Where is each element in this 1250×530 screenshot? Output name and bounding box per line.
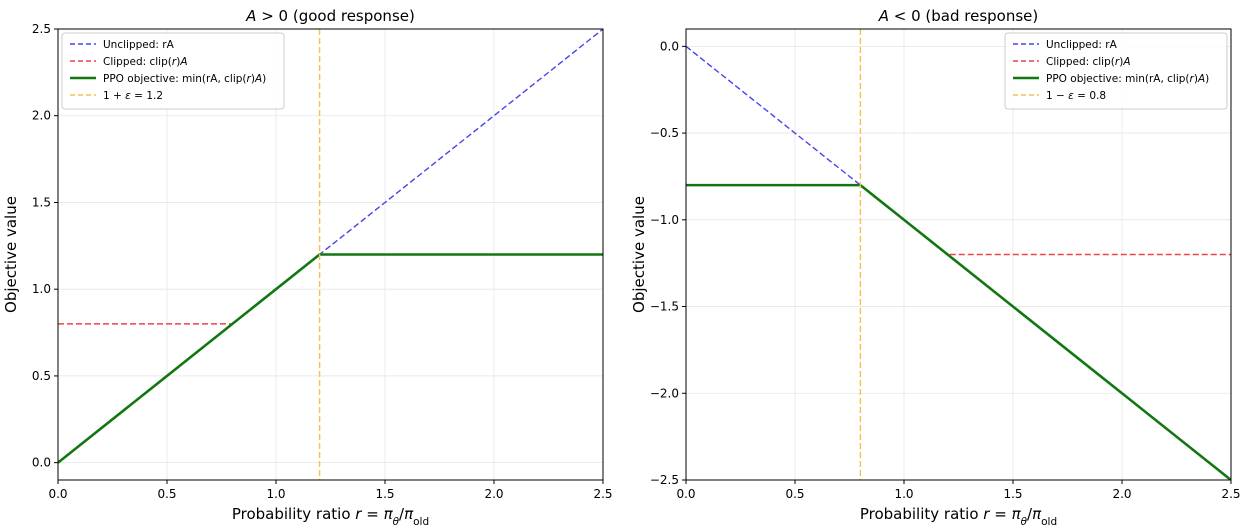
legend-label: Unclipped: rA [103,39,175,51]
y-tick-label: 0.0 [660,39,679,53]
legend-label: PPO objective: min(rA, clip(r)A) [1046,73,1209,85]
x-tick-label: 2.0 [1112,487,1131,501]
chart-panel-2: 0.0 0.5 1.0 1.5 2.0 2.5 0.0 −0.5 −1.0 −1.5 −2.0 −2.… [630,7,1241,528]
y-tick-label: 1.5 [32,195,51,209]
legend-label: Unclipped: rA [1046,39,1118,51]
axes-frame [685,28,1232,481]
y-tick-label: 0.5 [32,369,51,383]
legend-label: 1 − ε = 0.8 [1046,90,1106,102]
y-tick-label: 0.0 [32,456,51,470]
chart-title: A < 0 (bad response) [878,7,1039,25]
x-tick-label: 0.5 [157,487,176,501]
chart-panel-1: 0.0 0.5 1.0 1.5 2.0 2.5 0.0 0.5 1.0 1.5 2.0 2.5 A > … [2,7,613,528]
y-axis-label: Objective value [630,196,648,313]
plot-area [686,29,1231,480]
y-tick-label: −2.0 [650,386,679,400]
legend-label: Clipped: clip(r)A [1046,56,1131,68]
x-tick-label: 1.0 [266,487,285,501]
x-tick-label: 2.5 [1221,487,1240,501]
x-tick-label: 2.5 [593,487,612,501]
chart-title: A > 0 (good response) [245,7,415,25]
series-line-ppo-objective [686,183,1231,480]
y-tick-label: 2.0 [32,109,51,123]
x-tick-label: 0.0 [676,487,695,501]
plot-area [58,29,603,480]
x-axis-label: Probability ratio r = πθ​/πold​ [232,505,429,528]
x-axis-label: Probability ratio r = πθ​/πold​ [860,505,1057,528]
y-tick-label: 1.0 [32,282,51,296]
y-tick-label: −1.5 [650,300,679,314]
x-tick-label: 0.0 [48,487,67,501]
y-tick-label: −1.0 [650,213,679,227]
legend-box [1004,32,1228,110]
axes-frame [57,28,604,481]
x-tick-label: 1.5 [375,487,394,501]
series-line-ppo-objective [58,253,603,464]
legend-label: Clipped: clip(r)A [103,56,188,68]
y-tick-label: −2.5 [650,473,679,487]
legend-label: 1 + ε = 1.2 [103,90,163,102]
x-tick-label: 1.5 [1003,487,1022,501]
x-tick-label: 0.5 [785,487,804,501]
x-tick-label: 2.0 [484,487,503,501]
y-tick-label: 2.5 [32,22,51,36]
legend-box [61,32,285,110]
y-tick-label: −0.5 [650,126,679,140]
y-axis-label: Objective value [2,196,20,313]
legend-label: PPO objective: min(rA, clip(r)A) [103,73,266,85]
series-line-unclipped [58,29,603,464]
x-tick-label: 1.0 [894,487,913,501]
legend: Unclipped: rA Clipped: clip(r)A PPO object… [61,32,285,110]
legend: Unclipped: rA Clipped: clip(r)A PPO object… [1004,32,1228,110]
